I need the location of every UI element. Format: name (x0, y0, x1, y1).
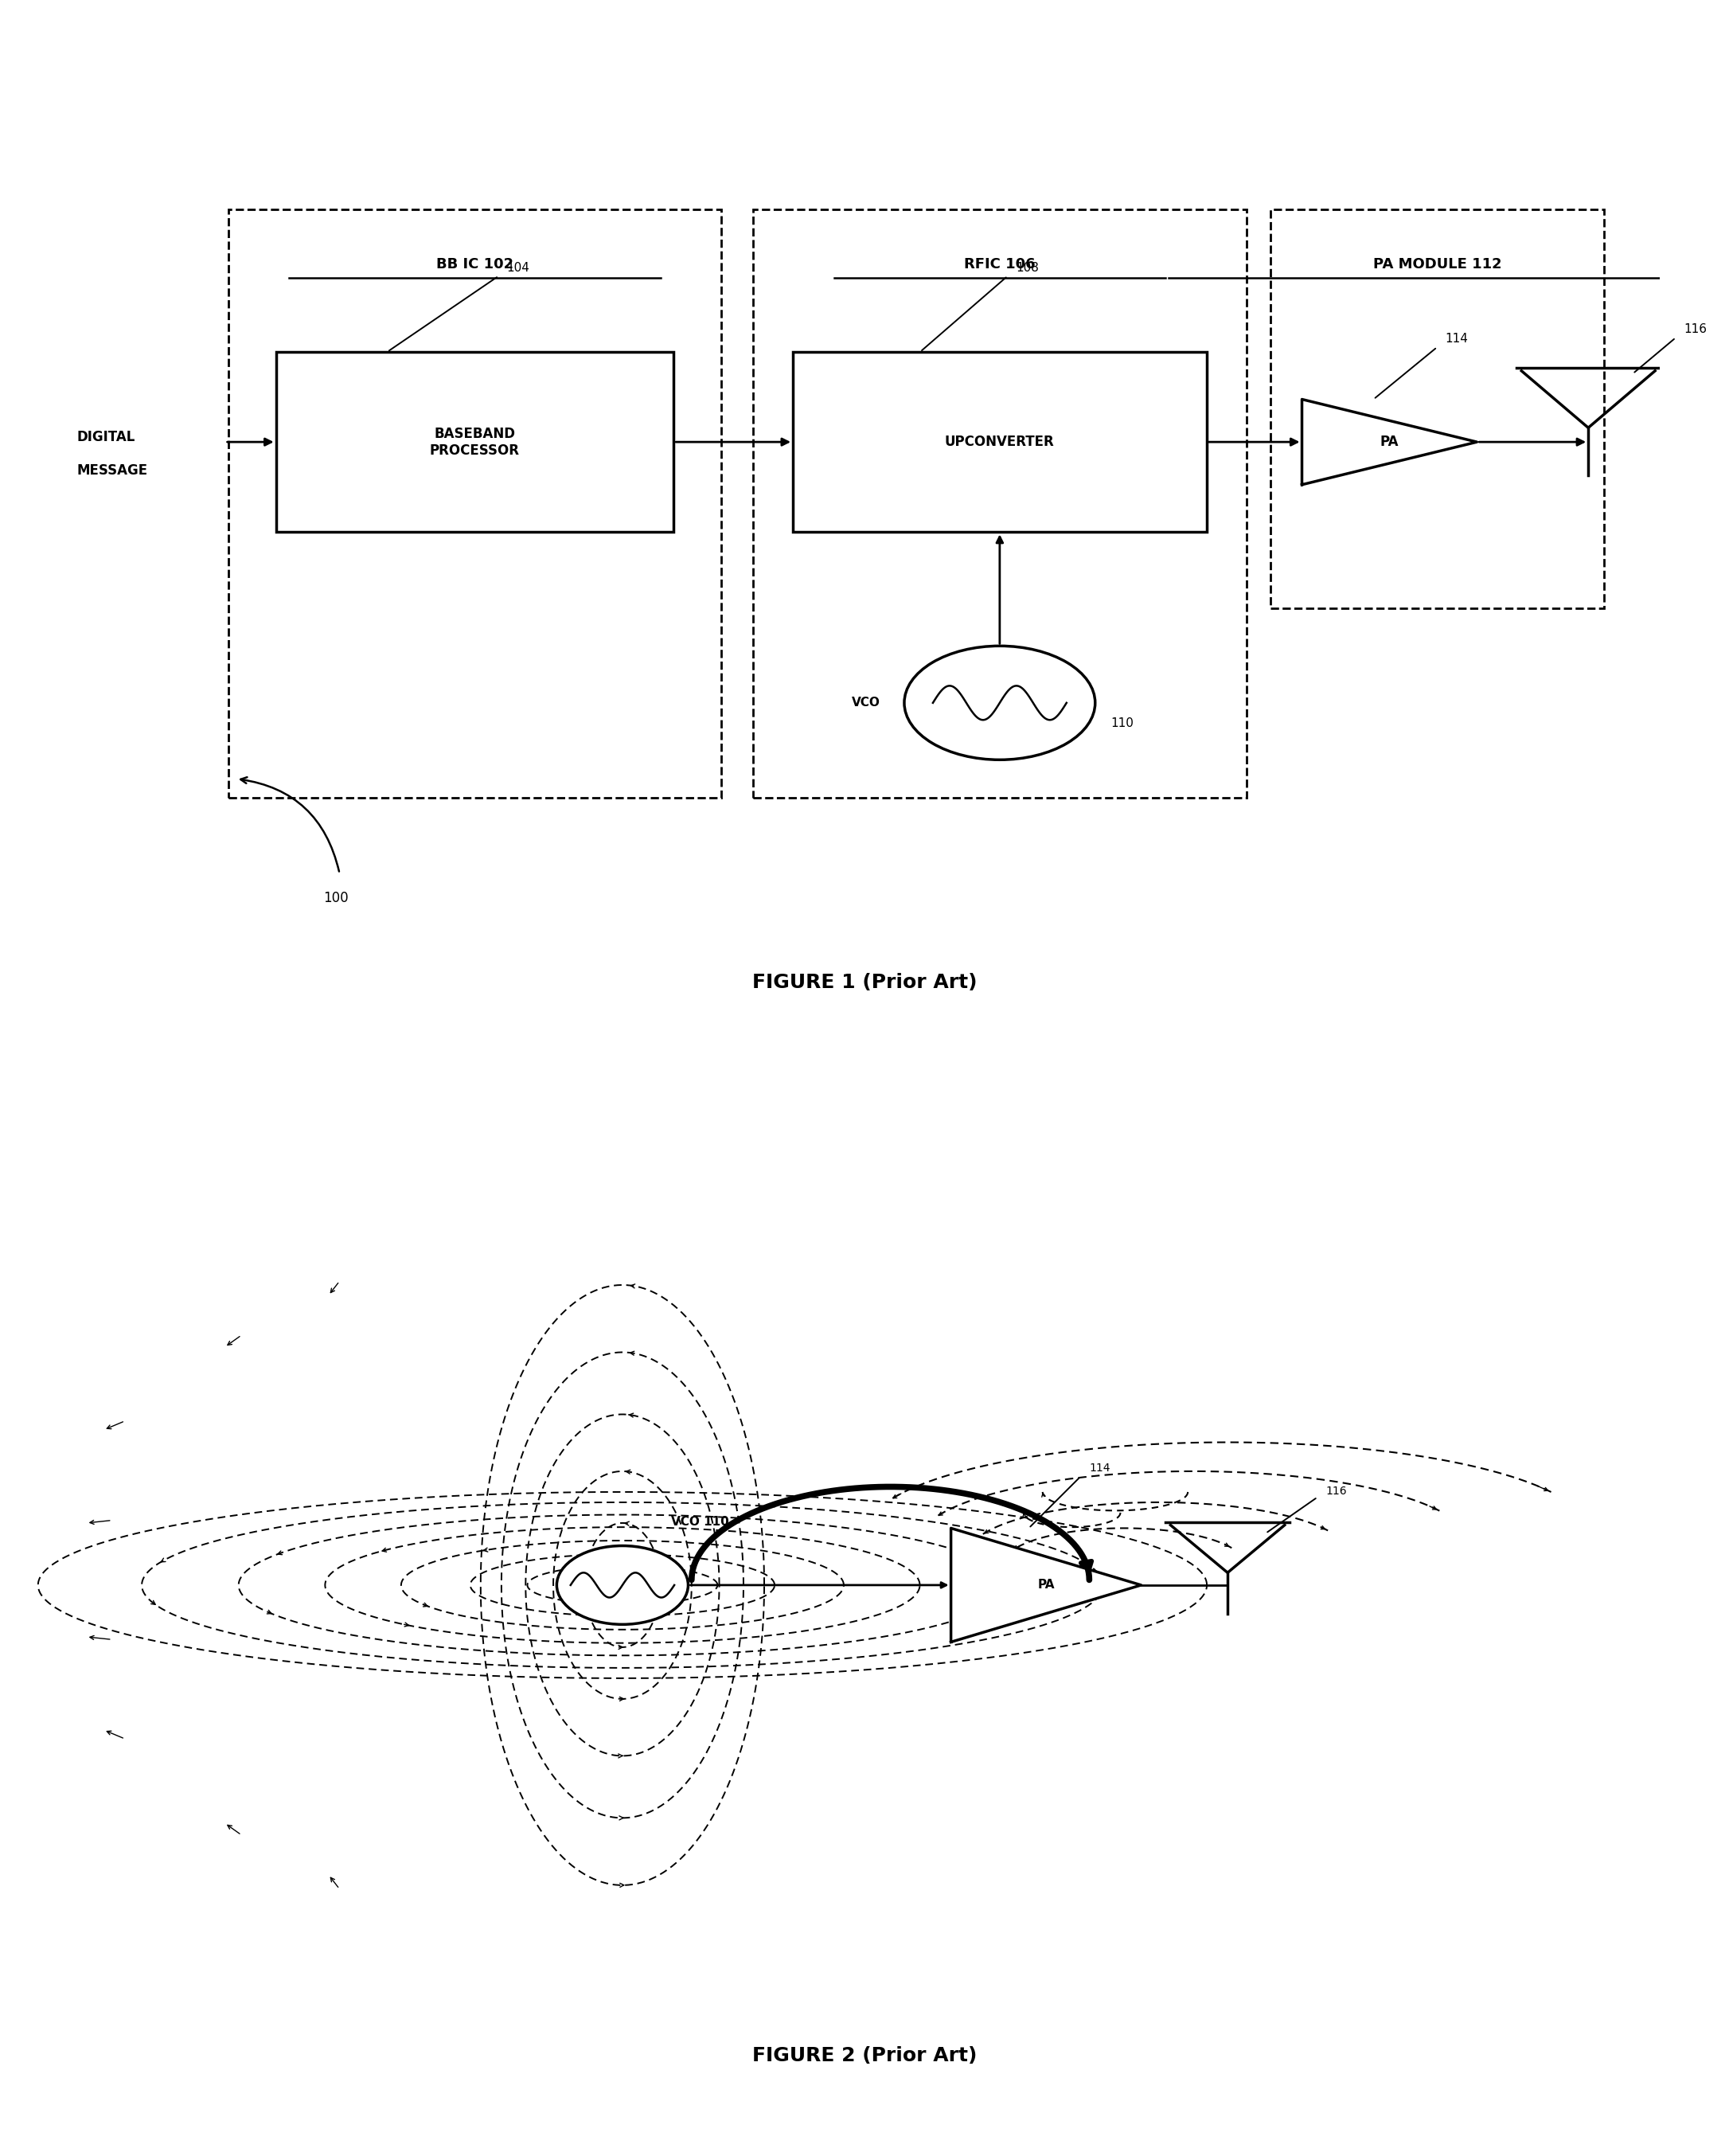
Polygon shape (951, 1529, 1141, 1643)
Text: 110: 110 (1112, 718, 1134, 729)
Text: 104: 104 (507, 261, 529, 274)
Bar (754, 209, 1247, 798)
Text: 108: 108 (1015, 261, 1039, 274)
Text: VCO: VCO (852, 696, 880, 709)
Text: VCO 110: VCO 110 (671, 1516, 730, 1529)
Text: UPCONVERTER: UPCONVERTER (944, 436, 1055, 448)
Text: PA: PA (1037, 1578, 1055, 1591)
Text: FIGURE 2 (Prior Art): FIGURE 2 (Prior Art) (752, 2046, 977, 2065)
Text: MESSAGE: MESSAGE (78, 464, 149, 479)
Text: 100: 100 (323, 890, 349, 906)
Text: PA MODULE 112: PA MODULE 112 (1373, 257, 1501, 272)
Circle shape (557, 1546, 688, 1623)
Text: RFIC 106: RFIC 106 (965, 257, 1036, 272)
Text: 116: 116 (1326, 1485, 1347, 1496)
Text: 114: 114 (1445, 332, 1468, 345)
Text: 114: 114 (1089, 1462, 1110, 1475)
Text: BASEBAND
PROCESSOR: BASEBAND PROCESSOR (431, 427, 520, 457)
Bar (794, 351, 1207, 533)
Polygon shape (1302, 399, 1477, 485)
Bar (1271, 209, 1605, 608)
Text: 116: 116 (1684, 323, 1707, 336)
Bar (277, 351, 674, 533)
Text: DIGITAL: DIGITAL (78, 429, 135, 444)
Text: FIGURE 1 (Prior Art): FIGURE 1 (Prior Art) (752, 972, 977, 992)
Text: BB IC 102: BB IC 102 (436, 257, 514, 272)
Bar (228, 209, 721, 798)
Text: PA: PA (1380, 436, 1399, 448)
